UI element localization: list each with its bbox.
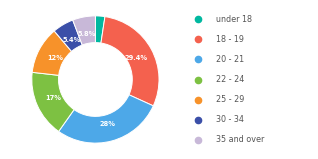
- Text: 29.4%: 29.4%: [124, 55, 147, 61]
- Wedge shape: [54, 20, 82, 51]
- Text: 22 - 24: 22 - 24: [216, 75, 245, 84]
- Wedge shape: [32, 72, 74, 131]
- Text: 20 - 21: 20 - 21: [216, 55, 245, 64]
- Wedge shape: [73, 16, 95, 45]
- Text: 35 and over: 35 and over: [216, 135, 265, 144]
- Wedge shape: [32, 31, 72, 75]
- Text: 25 - 29: 25 - 29: [216, 95, 245, 104]
- Text: under 18: under 18: [216, 15, 252, 24]
- Wedge shape: [59, 95, 153, 143]
- Text: 5.8%: 5.8%: [78, 31, 96, 38]
- Wedge shape: [95, 16, 105, 43]
- Text: 5.4%: 5.4%: [63, 37, 81, 43]
- Wedge shape: [101, 17, 159, 106]
- Text: 30 - 34: 30 - 34: [216, 115, 244, 124]
- Text: 17%: 17%: [45, 95, 62, 101]
- Text: 28%: 28%: [99, 121, 115, 127]
- Text: 18 - 19: 18 - 19: [216, 35, 244, 44]
- Text: 12%: 12%: [47, 55, 63, 61]
